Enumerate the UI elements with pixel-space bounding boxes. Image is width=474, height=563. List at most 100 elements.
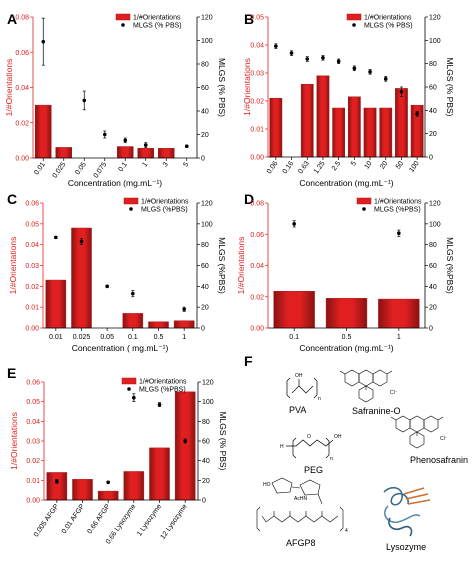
bar (378, 298, 420, 329)
legend-swatch-point (129, 207, 133, 211)
legend-label-bar: 1/#Orientations (139, 379, 187, 386)
x-tick-label: 0.5 (342, 334, 352, 341)
bar (123, 471, 145, 501)
x-tick-label: 2.5 (331, 160, 342, 172)
right-tick-label: 100 (202, 399, 214, 406)
legend-swatch-point (121, 23, 125, 27)
right-tick-label: 60 (429, 85, 437, 92)
x-tick-label: 5 (350, 160, 358, 167)
left-tick-label: 0.06 (25, 201, 39, 208)
bar (45, 279, 67, 329)
left-tick-label: 0.04 (15, 85, 29, 92)
data-point (82, 98, 87, 103)
pva-n-atom: n (318, 396, 321, 402)
x-tick-label: 100 (408, 160, 420, 174)
safranine-counterion: Cl⁻ (390, 390, 398, 396)
right-tick-label: 0 (202, 498, 206, 505)
data-point (131, 291, 135, 296)
left-tick-label: 0.02 (25, 284, 39, 291)
legend-label-bar: 1/#Orientations (133, 15, 181, 22)
data-point (292, 222, 296, 226)
peg-h-atom: H (280, 444, 284, 450)
pva-label: PVA (289, 405, 306, 415)
legend-label-bar: 1/#Orientations (141, 199, 189, 206)
left-tick-label: 0.03 (25, 263, 39, 270)
left-tick-label: 0.03 (26, 439, 40, 446)
bar (158, 148, 175, 159)
peg-n-atom: n (330, 456, 333, 462)
data-point (102, 132, 107, 137)
x-tick-label: 20 (379, 160, 389, 170)
legend-label-point: MLGS (%PBS) (374, 207, 421, 214)
right-tick-label: 20 (202, 478, 210, 485)
right-tick-label: 60 (202, 439, 210, 446)
right-tick-label: 120 (201, 15, 213, 22)
data-point (368, 70, 372, 74)
x-tick-label: 0.06 (266, 160, 280, 175)
left-tick-label: 0.04 (250, 263, 264, 270)
right-tick-label: 80 (201, 62, 209, 69)
left-tick-label: 0.02 (15, 120, 29, 127)
bar (363, 107, 377, 158)
x-tick-label: 0.075 (93, 161, 109, 179)
data-point (55, 479, 59, 484)
right-tick-label: 40 (202, 458, 210, 465)
bar (122, 313, 144, 329)
data-point (399, 89, 404, 94)
bar (173, 320, 195, 329)
x-tick-label: 0.1 (118, 161, 129, 173)
x-tick-label: 0.01 AFGP (61, 503, 87, 535)
bar (97, 490, 119, 501)
chart-b: B 0.00 0.01 0.02 0.03 0.04 0.05 0 20 40 60 80 100 120… (242, 11, 455, 188)
left-tick-label: 0.02 (250, 294, 264, 301)
left-axis-title: 1/#Orientations (9, 412, 19, 470)
legend-swatch-bar (115, 13, 131, 21)
peg-structure: H O OH n (280, 434, 342, 462)
right-tick-label: 120 (201, 201, 213, 208)
left-tick-label: 0.06 (15, 50, 29, 57)
x-tick-label: 0.66 AFGP (86, 503, 112, 535)
legend-swatch-bar (121, 377, 137, 385)
left-tick-label: 0.04 (26, 419, 40, 426)
panel-letter-f: F (244, 353, 253, 369)
chart-a: A 0.00 0.02 0.04 0.06 0.08 0 20 40 60 80 100 120 0.01… (4, 11, 227, 188)
bar (137, 148, 154, 159)
x-axis-title: Concentration (mg.mL⁻¹) (299, 178, 393, 188)
right-tick-label: 20 (201, 132, 209, 139)
data-point (157, 402, 162, 407)
left-tick-label: 0.06 (250, 232, 264, 239)
left-tick-label: 0.02 (250, 99, 264, 106)
bar (347, 96, 361, 158)
x-tick-label: 0.05 (74, 161, 88, 176)
x-tick-label: 1 (397, 334, 401, 341)
left-tick-label: 0.06 (26, 380, 40, 387)
x-tick-label: 0.01 (49, 334, 63, 341)
panel-letter-a: A (7, 11, 17, 27)
left-tick-label: 0.00 (25, 326, 39, 333)
legend-swatch-point (127, 387, 131, 391)
right-tick-label: 100 (201, 221, 213, 228)
right-tick-label: 0 (429, 155, 433, 162)
left-tick-label: 0.08 (15, 15, 29, 22)
bar (325, 298, 368, 329)
left-tick-label: 0.02 (26, 458, 40, 465)
left-axis-title: 1/#Orientations (8, 237, 18, 295)
legend-label-point: MLGS (%PBS) (139, 387, 186, 394)
data-point (54, 235, 58, 240)
right-tick-label: 40 (429, 284, 437, 291)
left-tick-label: 0.05 (25, 221, 39, 228)
afgp8-ho-atom: HO (263, 482, 271, 488)
lysozyme-label: Lysozyme (386, 542, 426, 552)
x-tick-label: 1 Lysozyme (136, 503, 163, 537)
data-point (415, 112, 419, 116)
left-axis-title: 1/#Orientations (242, 58, 252, 116)
data-point (106, 480, 110, 485)
pva-oh-atom: OH (295, 373, 303, 379)
left-tick-label: 0.08 (250, 201, 264, 208)
x-tick-label: 0.05 (100, 334, 114, 341)
